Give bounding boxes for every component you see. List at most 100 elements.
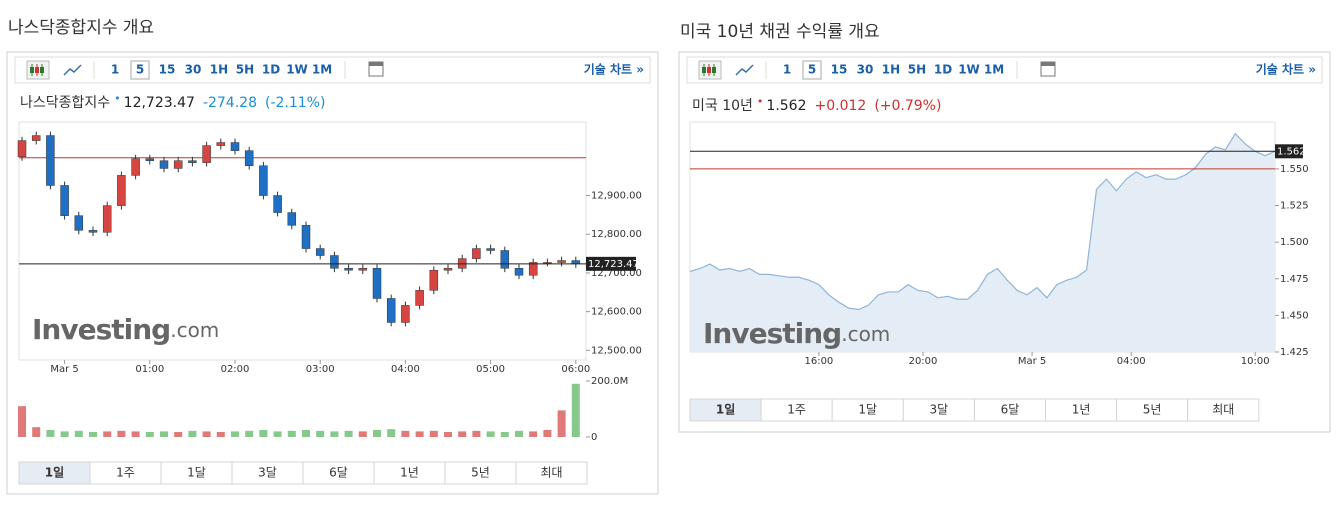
period-tab-label[interactable]: 1주 — [787, 403, 806, 417]
period-tab-label[interactable]: 최대 — [540, 466, 562, 480]
watermark-domain: .com — [841, 322, 890, 346]
candle-body — [46, 135, 55, 186]
line-icon[interactable] — [735, 64, 754, 76]
interval-button[interactable]: 1 — [783, 63, 791, 77]
calendar-icon-head — [369, 62, 383, 66]
volume-bar — [231, 431, 239, 437]
period-tab-label[interactable]: 5년 — [1143, 403, 1162, 417]
interval-button[interactable]: 1W — [958, 63, 980, 77]
toolbar — [14, 56, 651, 84]
volume-bar — [216, 431, 225, 437]
period-tab-label[interactable]: 3달 — [258, 466, 277, 480]
interval-button[interactable]: 1H — [882, 63, 900, 77]
candle-body — [216, 142, 226, 146]
interval-button[interactable]: 1H — [210, 63, 228, 77]
interval-active[interactable] — [802, 60, 822, 80]
candle-body — [344, 268, 353, 271]
period-tab-label[interactable]: 최대 — [1212, 403, 1234, 417]
period-tab-label[interactable]: 1일 — [45, 466, 64, 480]
watermark: Investing.com — [32, 313, 219, 346]
icon-stroke[interactable] — [712, 67, 716, 73]
candle-body — [17, 140, 27, 158]
period-tab[interactable] — [1187, 398, 1260, 422]
volume-bar — [259, 430, 268, 437]
candle-body — [131, 158, 140, 176]
period-tab-label[interactable]: 1주 — [116, 466, 135, 480]
period-tab-label[interactable]: 1년 — [1072, 403, 1091, 417]
interval-button[interactable]: 5H — [236, 63, 254, 77]
volume-bar — [344, 430, 353, 437]
interval-button[interactable]: 5 — [136, 63, 144, 77]
interval-button[interactable]: 1D — [934, 63, 952, 77]
period-tab[interactable] — [515, 461, 588, 485]
volume-bar — [500, 431, 509, 437]
y-tick-label: 12,900.00 — [591, 191, 642, 202]
candle-body — [500, 250, 510, 269]
volume-bar — [358, 431, 367, 437]
interval-active[interactable] — [130, 60, 150, 80]
candle-body — [230, 142, 240, 151]
x-tick-label: 03:00 — [306, 364, 335, 375]
interval-button[interactable]: 15 — [159, 63, 176, 77]
period-tab-label[interactable]: 5년 — [471, 466, 490, 480]
volume-tick-label: 200.0M — [591, 376, 628, 387]
quote: 나스닥종합지수 • 12,723.47 -274.28 (-2.11%) — [20, 92, 325, 111]
interval-button[interactable]: 1W — [286, 63, 308, 77]
icon-stroke[interactable] — [707, 67, 711, 73]
y-tick-label: 12,600.00 — [591, 307, 642, 318]
tech-chart-link[interactable]: 기술 차트 » — [584, 62, 644, 77]
y-tick-label: 1.425 — [1280, 347, 1309, 358]
volume-bar — [89, 431, 97, 437]
interval-button[interactable]: 5H — [908, 63, 926, 77]
period-tab-label[interactable]: 6달 — [329, 466, 348, 480]
watermark: Investing.com — [703, 317, 890, 350]
candle-icon[interactable] — [698, 60, 722, 80]
volume-bar — [429, 430, 438, 437]
interval-button[interactable]: 30 — [857, 63, 874, 77]
period-tab-label[interactable]: 1년 — [400, 466, 419, 480]
x-tick-label: 06:00 — [561, 364, 590, 375]
period-tab-label[interactable]: 1일 — [716, 403, 735, 417]
y-tick-label: 12,700.00 — [591, 268, 642, 279]
period-tab-label[interactable]: 1달 — [187, 466, 206, 480]
volume-bar — [444, 431, 452, 437]
last-price-tag — [586, 256, 636, 271]
interval-button[interactable]: 5 — [808, 63, 816, 77]
icon-stroke[interactable] — [40, 67, 44, 73]
candle-body — [429, 269, 439, 291]
last-price-label: 12,723.47 — [588, 259, 639, 270]
interval-button[interactable]: 1M — [312, 63, 332, 77]
candle-icon[interactable] — [26, 60, 50, 80]
icon-stroke[interactable] — [702, 67, 706, 73]
calendar-icon-head — [1041, 62, 1055, 66]
y-tick-label: 1.525 — [1280, 201, 1309, 212]
interval-button[interactable]: 1 — [111, 63, 119, 77]
candle-body — [102, 205, 112, 233]
candle-body — [528, 262, 538, 276]
interval-button[interactable]: 30 — [185, 63, 202, 77]
tech-chart-link[interactable]: 기술 차트 » — [1256, 62, 1316, 77]
interval-button[interactable]: 1D — [262, 63, 280, 77]
period-tab-label[interactable]: 3달 — [930, 403, 949, 417]
volume-bar — [330, 431, 339, 437]
icon-stroke[interactable] — [30, 67, 34, 73]
quote-name: 미국 10년 — [692, 98, 753, 114]
watermark-domain: .com — [170, 318, 219, 342]
candle-body — [486, 248, 495, 251]
line-icon[interactable] — [63, 64, 82, 76]
interval-button[interactable]: 1M — [984, 63, 1004, 77]
volume-bar — [373, 430, 381, 437]
volume-bar — [18, 406, 26, 437]
volume-bar — [543, 430, 552, 437]
period-tab-label[interactable]: 6달 — [1001, 403, 1020, 417]
volume-bar — [302, 430, 310, 437]
icon-stroke[interactable] — [35, 67, 39, 73]
candle-body — [386, 298, 396, 323]
x-tick-label: 04:00 — [1117, 356, 1146, 367]
interval-button[interactable]: 15 — [831, 63, 848, 77]
candle-body — [273, 195, 282, 213]
candle-body — [259, 165, 268, 196]
quote-change: +0.012 — [815, 98, 867, 114]
period-tab-label[interactable]: 1달 — [858, 403, 877, 417]
